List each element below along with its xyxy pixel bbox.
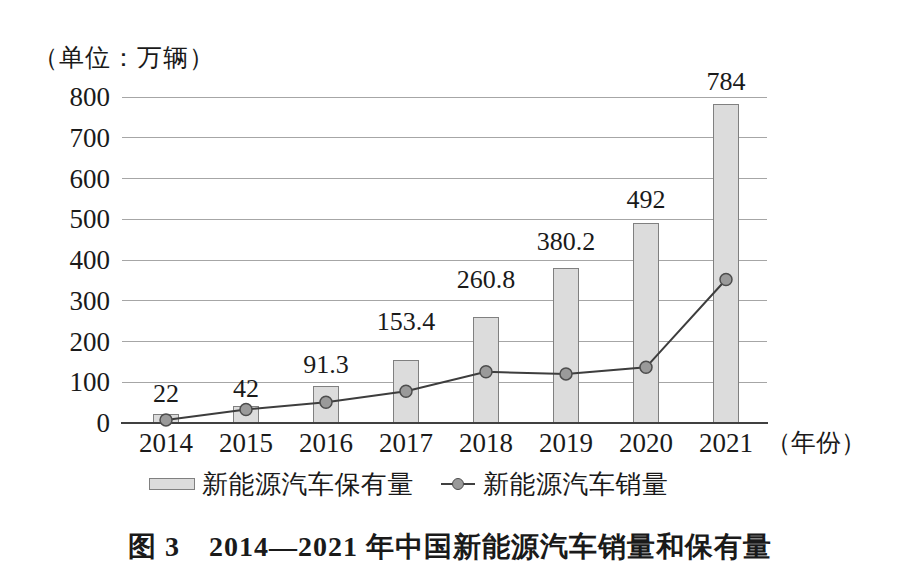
bar-value-label-2015: 42: [176, 376, 316, 402]
bar-value-label-2018: 260.8: [416, 267, 556, 293]
bar-value-label-2020: 492: [576, 187, 716, 213]
bar-value-label-2021: 784: [656, 69, 796, 95]
bar-value-label-2017: 153.4: [336, 309, 476, 335]
bar-value-label-2016: 91.3: [256, 352, 396, 378]
sales-point-2018: [480, 366, 492, 378]
sales-point-2020: [640, 361, 652, 373]
bar-value-label-2019: 380.2: [496, 229, 636, 255]
sales-point-2019: [560, 368, 572, 380]
sales-point-2016: [320, 396, 332, 408]
sales-point-2014: [160, 414, 172, 426]
figure-nev-sales-ownership-chart: （单位：万辆） 01002003004005006007008002220144…: [0, 0, 900, 587]
sales-point-2015: [240, 404, 252, 416]
sales-point-2017: [400, 385, 412, 397]
sales-point-2021: [720, 274, 732, 286]
